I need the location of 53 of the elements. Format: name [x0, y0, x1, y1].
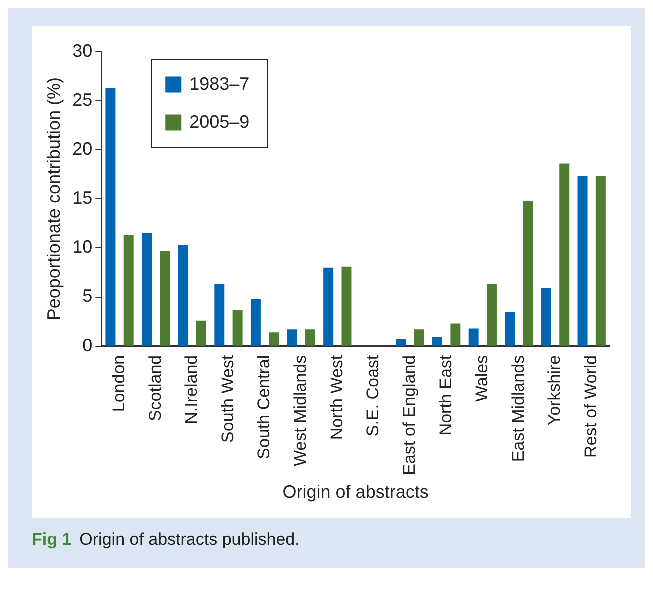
bar [142, 233, 152, 346]
bar [324, 268, 334, 346]
caption: Fig 1 [32, 530, 72, 549]
bar [250, 299, 261, 346]
bar [342, 266, 352, 346]
y-tick-label: 15 [72, 188, 93, 208]
bar [196, 320, 206, 346]
bar [414, 330, 424, 346]
y-tick-label: 25 [72, 90, 93, 110]
y-tick-label: 10 [72, 237, 93, 258]
legend-label: 2005–9 [190, 112, 250, 132]
x-tick-label: North East [436, 355, 456, 436]
x-tick-label: East Midlands [508, 355, 528, 462]
y-tick-label: 5 [82, 286, 93, 306]
bar [287, 330, 298, 346]
bar [160, 251, 170, 346]
text: Origin of abstracts published. [80, 530, 300, 549]
bar [560, 164, 570, 346]
x-tick-label: East of England [400, 355, 419, 476]
bar [396, 340, 406, 346]
bar [214, 284, 225, 346]
x-tick-label: Rest of World [582, 355, 601, 458]
x-tick-label: N.Ireland [182, 355, 202, 424]
y-tick-label: 0 [82, 335, 93, 356]
y-axis-title: Peoportionate contribution (%) [44, 78, 64, 321]
bar [232, 310, 243, 346]
bar [124, 235, 134, 346]
x-tick-label: West Midlands [291, 355, 310, 467]
x-tick-label: Wales [472, 355, 492, 402]
bar [269, 332, 280, 346]
bar [106, 88, 116, 346]
bar [578, 176, 588, 346]
bar [305, 330, 316, 346]
bar [541, 288, 552, 346]
x-tick-label: South Central [254, 355, 274, 460]
bar [505, 312, 516, 346]
bar [178, 245, 188, 346]
x-tick-label: Scotland [146, 355, 165, 422]
x-tick-label: North West [327, 355, 346, 440]
x-tick-label: S.E. Coast [364, 355, 383, 437]
x-tick-label: London [109, 355, 128, 412]
bar [486, 284, 497, 346]
x-tick-label: South West [218, 355, 238, 443]
bar [468, 328, 479, 346]
bar [596, 176, 606, 346]
x-axis-title: Origin of abstracts [282, 482, 429, 502]
y-tick-label: 30 [72, 40, 93, 61]
x-tick-label: Yorkshire [545, 355, 564, 426]
y-tick-label: 20 [72, 138, 93, 159]
bar [450, 324, 461, 346]
legend-label: 1983–7 [190, 74, 250, 94]
bar [432, 338, 443, 346]
bar [523, 201, 534, 346]
